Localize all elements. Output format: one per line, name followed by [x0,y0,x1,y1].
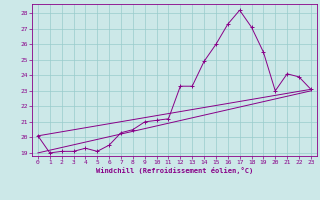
X-axis label: Windchill (Refroidissement éolien,°C): Windchill (Refroidissement éolien,°C) [96,167,253,174]
